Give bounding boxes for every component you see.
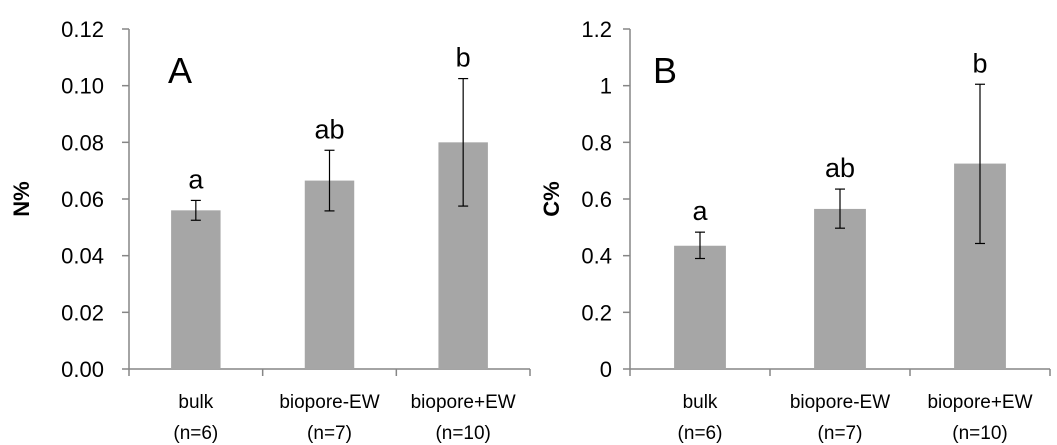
category-label-a: biopore+EW	[411, 392, 516, 413]
category-n-label-b: (n=10)	[952, 423, 1007, 444]
y-tick-label-a: 0.08	[61, 130, 104, 155]
category-n-label-b: (n=6)	[678, 423, 723, 444]
y-tick-label-b: 0.2	[581, 300, 612, 325]
y-tick-label-a: 0.06	[61, 187, 104, 212]
bar-b	[814, 208, 866, 369]
significance-label-b: a	[692, 196, 708, 226]
category-n-label-a: (n=7)	[307, 423, 352, 444]
category-label-b: biopore+EW	[927, 392, 1032, 413]
category-n-label-a: (n=6)	[173, 423, 218, 444]
category-n-label-a: (n=10)	[435, 423, 490, 444]
y-tick-label-a: 0.10	[61, 74, 104, 99]
bar-b	[674, 245, 726, 369]
panel-letter-b: B	[653, 50, 677, 91]
y-axis-title-b: C%	[539, 181, 564, 216]
category-label-b: biopore-EW	[790, 392, 890, 413]
y-tick-label-a: 0.04	[61, 244, 104, 269]
bar-a	[304, 180, 355, 369]
category-n-label-b: (n=7)	[818, 423, 863, 444]
y-axis-title-a: N%	[9, 181, 34, 216]
significance-label-a: a	[188, 164, 204, 194]
category-label-a: bulk	[178, 392, 213, 413]
y-tick-label-b: 1	[600, 74, 612, 99]
category-label-a: biopore-EW	[279, 392, 379, 413]
category-label-b: bulk	[683, 392, 718, 413]
y-tick-label-a: 0.02	[61, 300, 104, 325]
panel-b: 0 0.2 0.4 0.6 0.8 1 1.2 a bulk (n=6) ab biopore-EW (…	[539, 17, 1051, 444]
y-tick-label-a: 0.00	[61, 357, 104, 382]
significance-label-a: b	[456, 43, 471, 73]
y-tick-label-b: 0.6	[581, 187, 612, 212]
bar-a	[171, 210, 221, 369]
y-tick-label-a: 0.12	[61, 17, 104, 42]
y-tick-label-b: 0	[600, 357, 612, 382]
y-tick-label-b: 0.8	[581, 130, 612, 155]
panel-a: 0.00 0.02 0.04 0.06 0.08 0.10 0.12 a bulk (n=6) ab…	[9, 17, 531, 444]
panel-letter-a: A	[168, 50, 192, 91]
significance-label-b: ab	[825, 153, 855, 183]
y-tick-label-b: 1.2	[581, 17, 612, 42]
y-tick-label-b: 0.4	[581, 244, 612, 269]
significance-label-a: ab	[314, 114, 344, 144]
significance-label-b: b	[972, 48, 987, 78]
